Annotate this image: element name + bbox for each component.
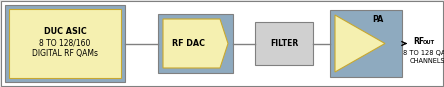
- Text: DUC ASIC: DUC ASIC: [44, 27, 87, 36]
- Polygon shape: [335, 15, 385, 72]
- Text: FILTER: FILTER: [270, 39, 298, 48]
- Polygon shape: [163, 19, 228, 68]
- Text: CHANNELS: CHANNELS: [409, 58, 444, 64]
- Bar: [255, 22, 313, 65]
- Bar: [330, 10, 402, 77]
- Bar: [158, 14, 233, 73]
- Text: 8 TO 128 QAM: 8 TO 128 QAM: [403, 50, 444, 56]
- Text: PA: PA: [373, 15, 384, 23]
- Bar: [5, 5, 125, 82]
- Bar: [9, 9, 121, 78]
- Text: 8 TO 128/160: 8 TO 128/160: [40, 38, 91, 47]
- Text: RF: RF: [413, 37, 424, 46]
- Text: OUT: OUT: [423, 40, 435, 45]
- Text: DIGITAL RF QAMs: DIGITAL RF QAMs: [32, 49, 98, 58]
- Text: RF DAC: RF DAC: [171, 39, 205, 48]
